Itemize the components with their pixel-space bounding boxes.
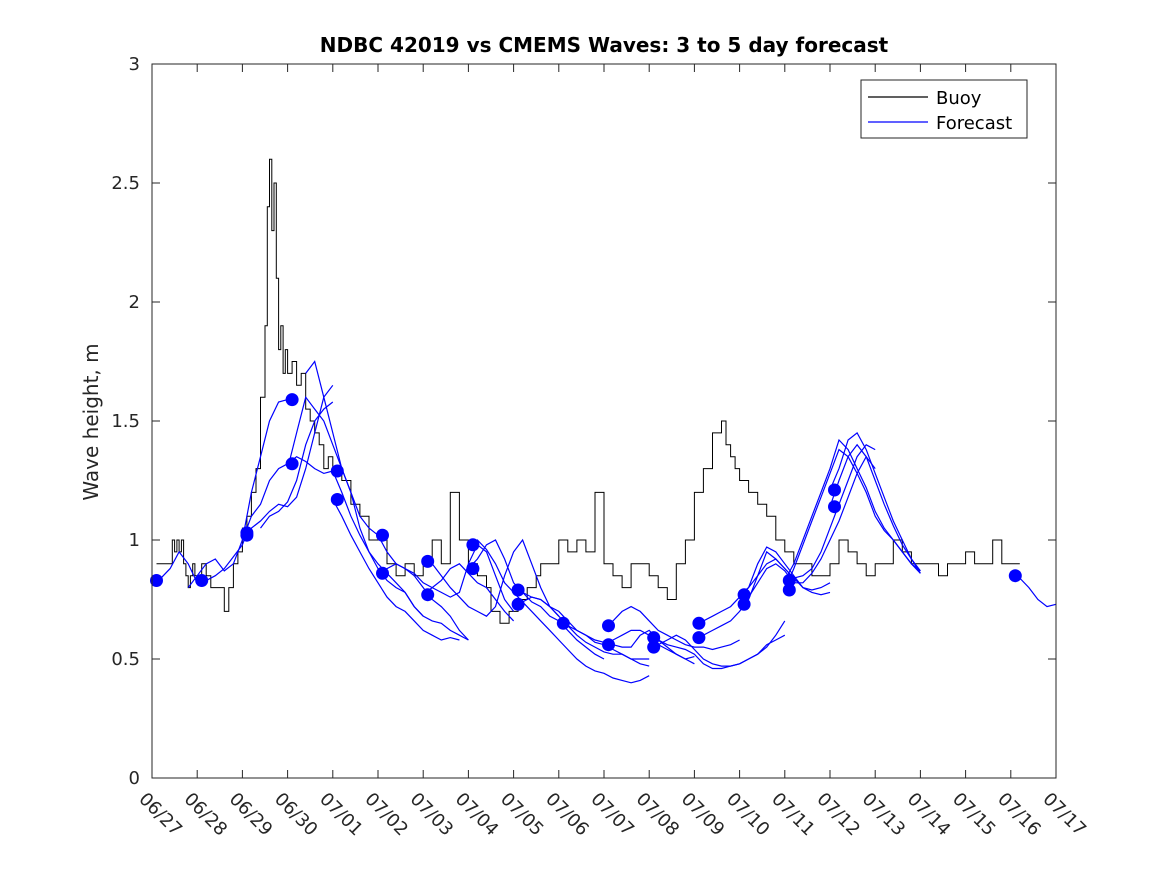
forecast-marker-3 <box>240 526 254 540</box>
y-tick-label: 0.5 <box>111 649 140 670</box>
forecast-series-line-5 <box>287 455 333 475</box>
forecast-series-line-6 <box>287 395 379 536</box>
legend-box <box>860 79 1028 139</box>
legend-forecast-label: Forecast <box>936 113 1012 134</box>
forecast-marker-15 <box>511 597 525 611</box>
forecast-marker-24 <box>737 597 751 611</box>
forecast-marker-0 <box>150 574 163 587</box>
forecast-series-line-22 <box>649 634 786 667</box>
forecast-marker-7 <box>330 493 344 506</box>
forecast-series-line-4 <box>260 401 334 529</box>
forecast-series-line-21 <box>649 620 786 670</box>
forecast-marker-12 <box>466 538 480 552</box>
forecast-marker-22 <box>692 631 706 645</box>
y-axis-ticks: 0 0.5 1 1.5 2 2.5 3 <box>111 54 1056 789</box>
forecast-series-line-1 <box>187 463 288 588</box>
forecast-marker-9 <box>376 566 389 580</box>
forecast-series-line-8 <box>332 470 469 641</box>
forecast-series-line-15 <box>468 539 650 684</box>
y-axis-label: Wave height, m <box>79 343 103 500</box>
forecast-series-line-18 <box>558 622 695 660</box>
forecast-marker-19 <box>647 631 661 645</box>
forecast-series-line-24 <box>694 550 831 639</box>
y-tick-label: 1.5 <box>111 411 140 432</box>
forecast-marker-25 <box>782 574 796 587</box>
forecast-marker-13 <box>466 562 480 576</box>
forecast-marker-23 <box>737 588 751 602</box>
forecast-marker-26 <box>782 583 796 597</box>
forecast-series-line-11 <box>377 543 515 612</box>
forecast-marker-5 <box>285 457 299 471</box>
forecast-marker-29 <box>1008 569 1022 583</box>
forecast-series-line-14 <box>467 539 605 660</box>
forecast-series-line-9 <box>332 499 460 641</box>
forecast-marker-8 <box>376 528 389 542</box>
forecast-marker-6 <box>330 464 344 478</box>
forecast-series-line-26 <box>739 455 876 605</box>
forecast-marker-17 <box>602 619 615 633</box>
forecast-series-line-29 <box>829 431 921 574</box>
forecast-marker-4 <box>285 393 299 407</box>
y-tick-label: 2.5 <box>111 173 140 194</box>
forecast-series-line-3 <box>241 399 288 541</box>
forecast-series-line-25 <box>739 444 876 596</box>
forecast-series-line-2 <box>242 384 334 536</box>
forecast-marker-1 <box>195 574 209 587</box>
y-tick-label: 2 <box>129 292 140 313</box>
forecast-series-line-13 <box>423 538 560 617</box>
forecast-marker-16 <box>556 616 570 630</box>
forecast-series-line-12 <box>422 563 515 622</box>
y-tick-label: 0 <box>129 768 140 789</box>
forecast-marker-20 <box>647 640 661 654</box>
forecast-series-line-17 <box>513 596 650 667</box>
chart-title: NDBC 42019 vs CMEMS Waves: 3 to 5 day fo… <box>320 33 889 57</box>
forecast-series-line-23 <box>694 546 831 624</box>
forecast-series-line-10 <box>377 534 469 641</box>
y-tick-label: 3 <box>129 54 140 75</box>
forecast-marker-28 <box>828 500 841 514</box>
forecast-series-line-30 <box>829 443 921 572</box>
forecast-marker-27 <box>828 483 841 497</box>
legend: Buoy Forecast <box>860 79 1028 139</box>
forecast-series-line-28 <box>784 448 921 591</box>
plot-area <box>150 158 1057 684</box>
legend-buoy-label: Buoy <box>936 88 982 109</box>
forecast-marker-11 <box>421 588 435 602</box>
forecast-marker-14 <box>511 583 525 597</box>
y-tick-label: 1 <box>129 530 140 551</box>
forecast-marker-18 <box>602 638 615 652</box>
forecast-marker-21 <box>692 616 706 630</box>
forecast-marker-10 <box>421 554 435 568</box>
